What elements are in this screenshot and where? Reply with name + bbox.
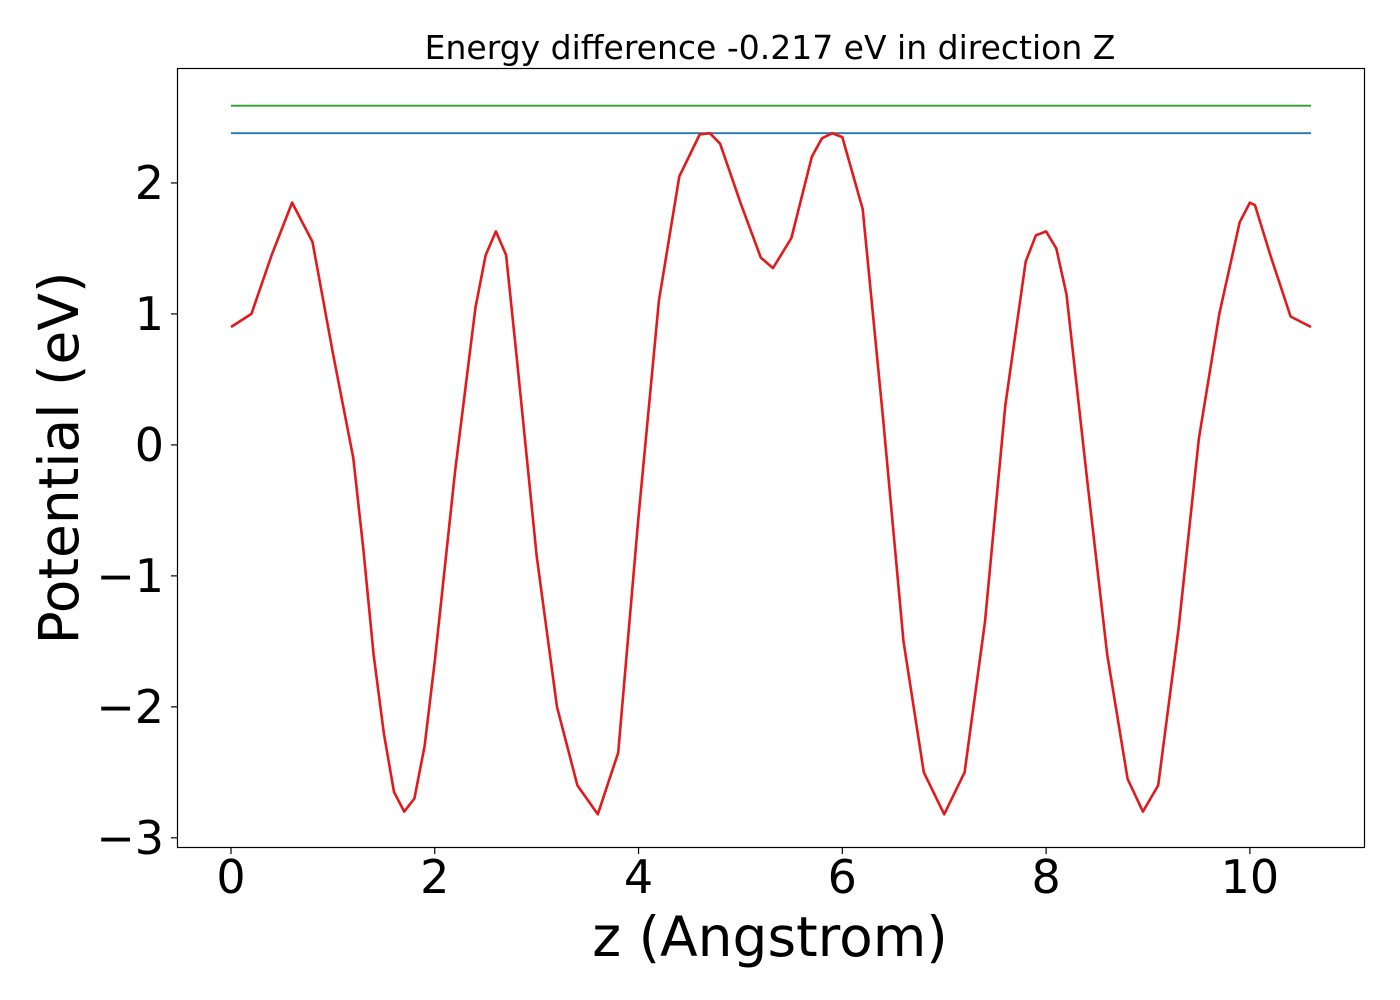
x-tick-label: 8 [1031,850,1060,904]
y-tick-label: 1 [135,287,164,341]
y-tick-label: −2 [96,680,164,734]
x-tick-label: 10 [1221,850,1280,904]
plot-frame [176,67,1366,849]
x-tick-label: 6 [828,850,857,904]
series-layer [230,104,1312,816]
y-tick-label: −3 [96,811,164,865]
y-tick-label: 0 [135,418,164,472]
y-axis: −3 −2 −1 0 1 2 [96,156,178,865]
series-line-0 [230,131,1312,816]
x-tick-label: 2 [420,850,449,904]
y-tick-label: −1 [96,549,164,603]
x-axis-label: z (Angstrom) [592,905,948,969]
y-tick-label: 2 [135,156,164,210]
y-axis-label: Potential (eV) [27,272,91,645]
x-tick-label: 4 [624,850,653,904]
chart-title: Energy difference -0.217 eV in direction… [425,28,1116,67]
x-tick-label: 0 [216,850,245,904]
x-axis: 0 2 4 6 8 10 [216,847,1279,904]
